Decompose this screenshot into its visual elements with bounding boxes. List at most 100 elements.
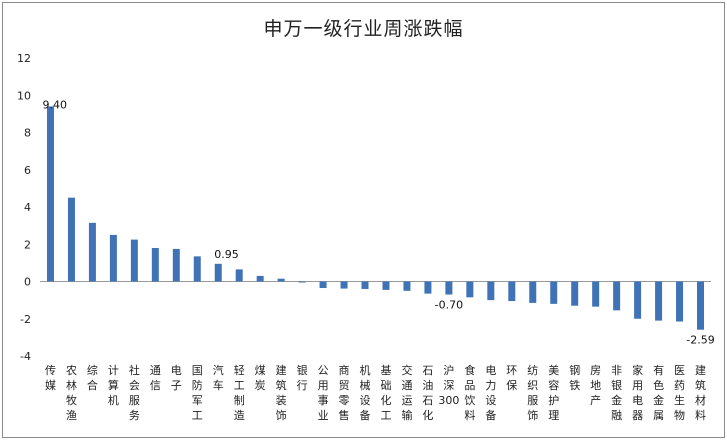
svg-text:综: 综 <box>87 363 98 377</box>
category-label: 环保 <box>506 364 517 392</box>
svg-text:信: 信 <box>150 379 161 392</box>
svg-text:通: 通 <box>401 379 412 392</box>
svg-text:建: 建 <box>695 363 706 377</box>
svg-text:深: 深 <box>443 379 454 392</box>
bar <box>130 239 138 282</box>
svg-text:军: 军 <box>192 394 203 407</box>
svg-text:子: 子 <box>171 379 182 392</box>
svg-text:机: 机 <box>108 393 119 407</box>
svg-text:医: 医 <box>674 364 685 377</box>
svg-text:牧: 牧 <box>66 393 77 407</box>
bar <box>613 281 621 311</box>
y-tick-label: 12 <box>17 52 31 65</box>
svg-text:石: 石 <box>422 364 433 377</box>
y-tick-label: 4 <box>24 201 31 214</box>
svg-text:汽: 汽 <box>213 363 224 377</box>
bar <box>67 197 75 282</box>
svg-text:织: 织 <box>527 379 538 392</box>
category-label: 通信 <box>150 364 161 392</box>
y-tick-label: 10 <box>17 89 31 102</box>
svg-text:建: 建 <box>276 363 287 377</box>
svg-text:筑: 筑 <box>695 378 706 392</box>
svg-text:有: 有 <box>653 363 664 377</box>
svg-text:设: 设 <box>485 394 496 407</box>
svg-text:房: 房 <box>590 364 601 377</box>
svg-text:金: 金 <box>611 393 622 407</box>
svg-text:生: 生 <box>674 393 685 407</box>
svg-text:业: 业 <box>318 409 329 422</box>
svg-text:非: 非 <box>611 364 622 377</box>
bar <box>424 281 432 294</box>
svg-text:会: 会 <box>129 379 140 392</box>
y-tick-label: 2 <box>24 238 31 251</box>
bar <box>172 248 180 282</box>
svg-text:食: 食 <box>464 363 475 377</box>
svg-text:饮: 饮 <box>464 394 475 407</box>
svg-text:公: 公 <box>318 364 329 377</box>
svg-text:设: 设 <box>360 394 371 407</box>
svg-text:算: 算 <box>108 378 119 392</box>
svg-text:属: 属 <box>653 409 664 422</box>
category-label: 计算机 <box>108 364 119 407</box>
svg-text:基: 基 <box>380 364 391 377</box>
svg-text:电: 电 <box>485 364 496 377</box>
svg-text:工: 工 <box>380 409 391 422</box>
svg-text:服: 服 <box>129 394 140 407</box>
svg-text:环: 环 <box>506 364 517 377</box>
category-label: 钢铁 <box>569 364 580 392</box>
svg-text:工: 工 <box>234 379 245 392</box>
bar <box>46 106 54 282</box>
y-tick-label: 6 <box>24 164 31 177</box>
svg-text:300: 300 <box>438 394 459 407</box>
svg-text:品: 品 <box>464 379 475 392</box>
svg-text:化: 化 <box>422 408 433 422</box>
svg-text:商: 商 <box>339 363 350 377</box>
svg-text:石: 石 <box>422 394 433 407</box>
bar <box>634 281 642 319</box>
category-label: 煤炭 <box>255 364 266 392</box>
category-label: 房地产 <box>590 364 601 407</box>
svg-text:料: 料 <box>695 408 706 422</box>
svg-text:饰: 饰 <box>276 408 287 422</box>
svg-text:服: 服 <box>527 394 538 407</box>
svg-text:工: 工 <box>192 409 203 422</box>
svg-text:家: 家 <box>632 363 643 377</box>
chart-title: 申万一级行业周涨跌幅 <box>263 18 464 40</box>
bar <box>466 281 474 298</box>
svg-text:物: 物 <box>674 408 685 422</box>
svg-text:银: 银 <box>611 378 622 392</box>
svg-text:金: 金 <box>653 393 664 407</box>
svg-text:社: 社 <box>129 363 140 377</box>
svg-text:电: 电 <box>171 364 182 377</box>
bar <box>298 281 306 283</box>
svg-text:容: 容 <box>548 378 559 392</box>
svg-text:用: 用 <box>632 379 643 392</box>
category-labels-group: 传媒农林牧渔综合计算机社会服务通信电子国防军工汽车轻工制造煤炭建筑装饰银行公用事… <box>45 363 706 422</box>
svg-text:零: 零 <box>339 394 350 407</box>
data-label: 9.40 <box>42 98 67 111</box>
bar <box>214 263 222 282</box>
bar <box>403 281 411 291</box>
bar <box>655 281 663 321</box>
data-label: 0.95 <box>214 248 239 261</box>
svg-text:础: 础 <box>380 379 391 392</box>
svg-text:银: 银 <box>297 363 308 377</box>
svg-text:纺: 纺 <box>527 363 538 377</box>
svg-text:制: 制 <box>234 394 245 407</box>
category-label: 银行 <box>297 363 308 392</box>
y-tick-label: 8 <box>24 127 31 140</box>
svg-text:美: 美 <box>548 364 559 377</box>
data-label: -2.59 <box>686 334 714 347</box>
